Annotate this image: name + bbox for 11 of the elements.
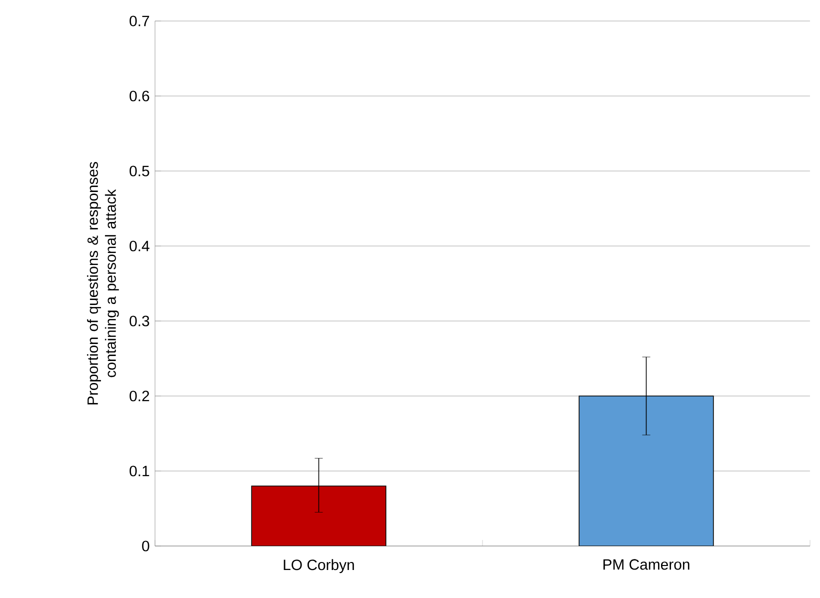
y-tick-label: 0.6 <box>130 90 150 102</box>
y-tick-label: 0.7 <box>130 16 150 26</box>
y-tick-label: 0.1 <box>130 466 150 476</box>
x-tick-label: LO Corbyn <box>284 559 354 574</box>
y-tick-label: 0 <box>142 540 150 552</box>
x-tick-label: PM Cameron <box>603 559 690 570</box>
y-tick-label: 0.4 <box>130 240 150 252</box>
y-tick-label: 0.2 <box>130 390 150 402</box>
y-tick-label: 0.5 <box>130 166 150 176</box>
y-axis-title: Proportion of questions & responses containing a personal attack <box>87 162 119 404</box>
y-tick-label: 0.3 <box>130 316 150 326</box>
